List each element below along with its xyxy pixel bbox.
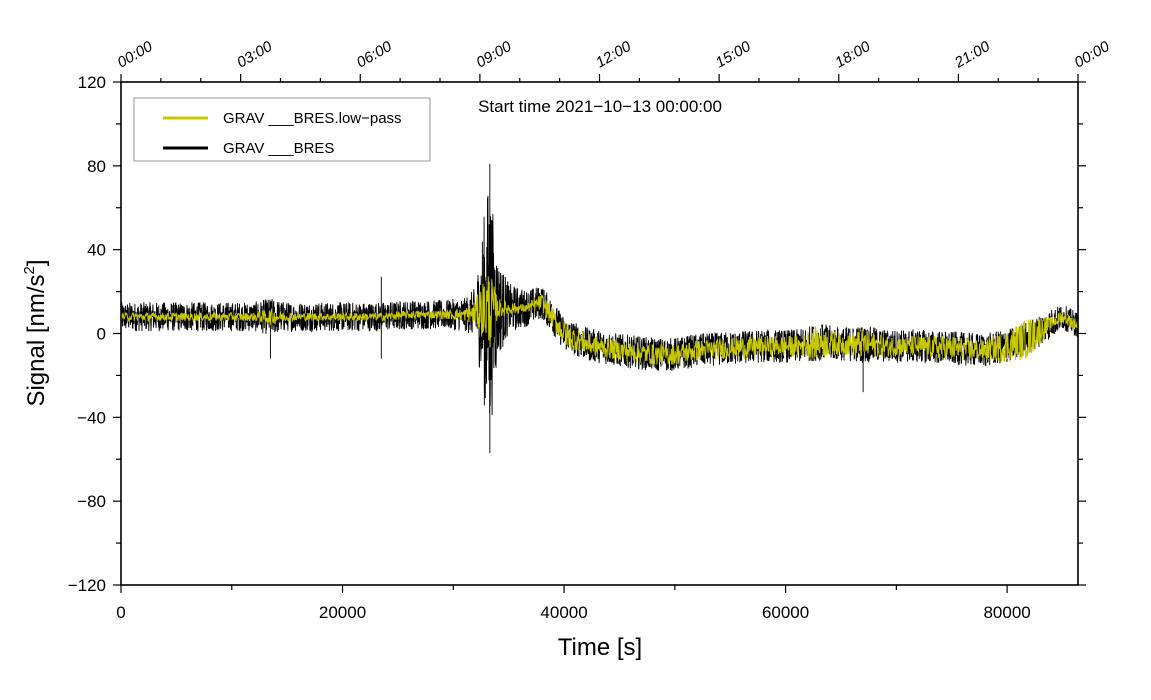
x-tick-label: 40000 (540, 603, 587, 622)
start-time-annotation: Start time 2021−10−13 00:00:00 (478, 97, 722, 116)
legend-label-lowpass: GRAV ___BRES.low−pass (223, 110, 402, 127)
y-tick-label: 40 (87, 241, 106, 260)
y-axis-title-prefix: Signal [nm/s (23, 274, 50, 406)
x-tick-label: 80000 (983, 603, 1030, 622)
y-axis-title: Signal [nm/s2] (21, 259, 50, 406)
legend: GRAV ___BRES.low−pass GRAV ___BRES (133, 97, 431, 162)
y-axis-title-suffix: ] (23, 259, 50, 266)
x-tick-label: 60000 (762, 603, 809, 622)
y-tick-label: 80 (87, 157, 106, 176)
series-line-grav-bres (121, 163, 1078, 453)
y-tick-label: −80 (77, 492, 106, 511)
y-tick-label: 0 (97, 325, 106, 344)
x-axis-title: Time [s] (558, 634, 642, 661)
plot-frame (120, 81, 1079, 586)
legend-label-raw: GRAV ___BRES (223, 140, 334, 157)
y-tick-label: −40 (77, 408, 106, 427)
legend-box (133, 97, 431, 162)
plot-data-group (121, 163, 1078, 453)
y-tick-label: −120 (68, 576, 106, 595)
y-tick-label: 120 (78, 73, 106, 92)
axis-ticks-group (113, 74, 1086, 593)
y-axis-title-sup: 2 (21, 266, 38, 274)
series-line-grav-bres-lowpass (121, 276, 1078, 365)
x-tick-label: 20000 (319, 603, 366, 622)
x-tick-label: 0 (116, 603, 125, 622)
